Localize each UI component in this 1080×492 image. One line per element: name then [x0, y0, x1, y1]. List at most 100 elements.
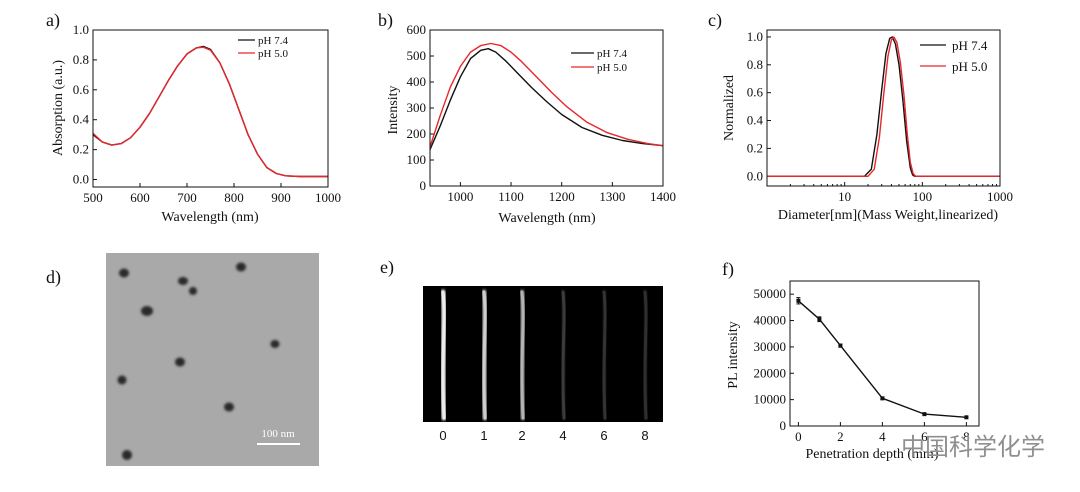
panel-f-letter: f) [722, 259, 734, 280]
scale-bar-label: 100 nm [261, 428, 295, 440]
panel-b-legend: pH 7.4 pH 5.0 [571, 48, 627, 74]
series-line [797, 300, 967, 418]
tem-background [106, 253, 319, 466]
y-tick-label: 400 [407, 74, 427, 89]
data-point [838, 343, 843, 348]
panel-e-nir-image: e) 0 1 2 4 6 8 [380, 257, 663, 443]
x-tick-label: 1400 [650, 189, 676, 204]
series-line [429, 48, 664, 150]
nir-lane [482, 290, 487, 420]
y-tick-label: 200 [407, 126, 427, 141]
data-point [880, 396, 885, 401]
lane-label: 1 [480, 428, 487, 443]
nanoparticle [119, 268, 129, 278]
nanoparticle [122, 450, 132, 460]
x-tick-label: 1300 [599, 189, 625, 204]
panel-a-xlabel: Wavelength (nm) [161, 210, 259, 225]
y-tick-label: 0.8 [73, 52, 89, 67]
panel-c-letter: c) [708, 10, 722, 31]
y-tick-label: 0.6 [73, 82, 90, 97]
y-tick-label: 10000 [754, 392, 787, 407]
x-tick-label: 900 [271, 190, 291, 205]
nir-lane [561, 290, 566, 420]
panel-a-letter: a) [46, 10, 60, 31]
series-line [92, 46, 328, 178]
panel-b-letter: b) [378, 10, 393, 31]
y-tick-label: 0 [420, 178, 427, 193]
y-tick-label: 0.2 [747, 140, 763, 155]
x-tick-label: 1100 [498, 189, 524, 204]
x-tick-label: 0 [795, 429, 802, 444]
panel-c-xlabel: Diameter[nm](Mass Weight,linearized) [778, 208, 999, 223]
y-tick-label: 100 [407, 152, 427, 167]
legend-label-ph74: pH 7.4 [258, 35, 288, 47]
nanoparticle [175, 357, 185, 367]
lane-label: 4 [559, 428, 566, 443]
x-tick-label: 800 [224, 190, 244, 205]
x-tick-label: 8 [963, 429, 970, 444]
panel-c-frame [766, 29, 1001, 187]
y-tick-label: 50000 [754, 286, 787, 301]
legend-label-ph50: pH 5.0 [597, 62, 627, 74]
y-tick-label: 0.0 [73, 172, 89, 187]
nanoparticle [270, 340, 280, 348]
data-point [964, 415, 969, 420]
panel-f-xlabel: Penetration depth (mm) [806, 447, 939, 462]
nir-image-background [423, 286, 663, 422]
panel-a-frame [92, 29, 329, 188]
panel-e-letter: e) [380, 257, 394, 278]
panel-a-legend: pH 7.4 pH 5.0 [238, 35, 288, 60]
y-tick-label: 300 [407, 100, 427, 115]
y-tick-label: 1.0 [747, 29, 763, 44]
x-tick-label: 700 [177, 190, 197, 205]
x-tick-label: 4 [879, 429, 886, 444]
nir-lane [520, 290, 525, 420]
nanoparticle [141, 306, 153, 316]
panel-d-tem-image: d) 100 nm [46, 253, 319, 466]
x-tick-label: 1000 [987, 189, 1013, 204]
panel-b-ylabel: Intensity [386, 86, 401, 135]
y-tick-label: 20000 [754, 365, 787, 380]
data-point [922, 412, 927, 417]
panel-b-xlabel: Wavelength (nm) [498, 211, 596, 226]
y-tick-label: 600 [407, 22, 427, 37]
x-tick-label: 600 [130, 190, 150, 205]
lane-label: 0 [439, 428, 446, 443]
legend-label-ph50: pH 5.0 [258, 48, 288, 60]
nanoparticle [236, 262, 246, 272]
panel-b-frame [429, 29, 664, 187]
y-tick-label: 0.2 [73, 142, 89, 157]
series-line [92, 45, 328, 178]
x-tick-label: 10 [838, 189, 851, 204]
nir-lane [643, 290, 648, 420]
x-tick-label: 500 [83, 190, 103, 205]
nanoparticle [117, 375, 127, 385]
y-tick-label: 0.4 [747, 113, 764, 128]
nanoparticle [189, 287, 197, 295]
series-line [767, 36, 1000, 178]
nir-lane [602, 290, 607, 420]
panel-d-letter: d) [46, 267, 61, 288]
y-tick-label: 0.6 [747, 85, 764, 100]
panel-a-ylabel: Absorption (a.u.) [51, 60, 66, 156]
series-line [767, 36, 1000, 178]
x-tick-label: 6 [921, 429, 928, 444]
y-tick-label: 500 [407, 48, 427, 63]
panel-f-ylabel: PL intensity [726, 321, 741, 389]
panel-f-pl-intensity-chart: f) 0 2 4 6 8 0 10000 20000 30000 40000 50000 Penet… [722, 259, 980, 462]
x-tick-label: 1000 [447, 189, 473, 204]
lane-label: 8 [641, 428, 648, 443]
y-tick-label: 0.4 [73, 112, 90, 127]
y-tick-label: 30000 [754, 339, 787, 354]
y-tick-label: 0.8 [747, 57, 763, 72]
data-point [796, 298, 801, 303]
legend-label-ph74: pH 7.4 [597, 48, 627, 60]
x-tick-label: 1200 [549, 189, 575, 204]
lane-label: 2 [518, 428, 525, 443]
y-tick-label: 1.0 [73, 22, 89, 37]
series-line [429, 42, 664, 148]
nanoparticle [178, 277, 188, 285]
panel-c-legend: pH 7.4 pH 5.0 [920, 38, 988, 74]
y-tick-label: 0.0 [747, 168, 763, 183]
